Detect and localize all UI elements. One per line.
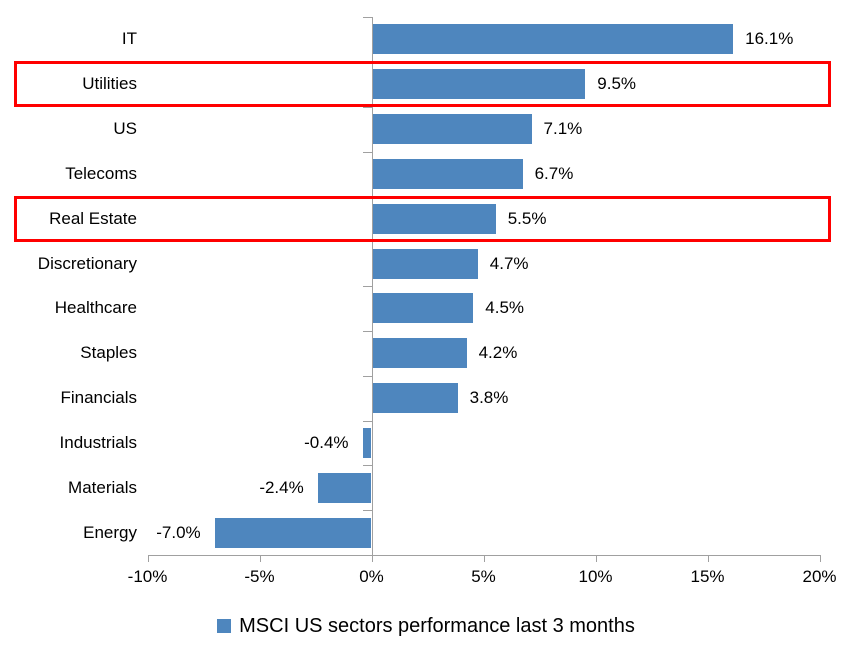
- x-tick-label: 15%: [690, 567, 725, 586]
- x-tick-label: -10%: [127, 567, 168, 586]
- legend-marker-square: [217, 619, 232, 633]
- highlight-box-real-estate: [14, 195, 831, 242]
- x-tick-label: -5%: [244, 567, 275, 586]
- highlight-box-utilities: [14, 61, 831, 108]
- category-label: US: [113, 119, 137, 139]
- category-label: Staples: [80, 343, 137, 363]
- value-label: 4.7%: [489, 253, 529, 273]
- x-tick-mark: [147, 555, 149, 562]
- value-label: 16.1%: [745, 29, 794, 49]
- bar: [317, 472, 372, 503]
- legend: MSCI US sectors performance last 3 month…: [0, 611, 852, 641]
- category-label: Materials: [68, 477, 137, 497]
- x-tick-mark: [707, 555, 709, 562]
- value-label: 5.5%: [507, 208, 547, 228]
- bar: [372, 24, 734, 55]
- bar: [372, 248, 478, 279]
- bar: [372, 338, 467, 369]
- category-label: Energy: [83, 522, 137, 542]
- legend-label: MSCI US sectors performance last 3 month…: [239, 614, 635, 637]
- category-tick-mark: [362, 151, 372, 153]
- x-tick-label: 0%: [359, 567, 384, 586]
- category-label: Telecoms: [65, 163, 137, 183]
- category-label: IT: [121, 29, 137, 49]
- category-label: Industrials: [59, 432, 137, 452]
- category-tick-mark: [362, 330, 372, 332]
- bar: [372, 203, 496, 234]
- category-label: Discretionary: [37, 253, 137, 273]
- x-tick-mark: [259, 555, 261, 562]
- bar: [214, 517, 372, 548]
- category-tick-mark: [362, 375, 372, 377]
- category-tick-mark: [362, 17, 372, 18]
- category-label: Real Estate: [49, 208, 137, 228]
- value-label: 4.2%: [478, 343, 518, 363]
- category-label: Healthcare: [54, 298, 137, 318]
- x-tick-mark: [371, 555, 373, 562]
- value-label: 6.7%: [534, 163, 574, 183]
- bar: [372, 69, 586, 100]
- bar: [372, 293, 474, 324]
- category-tick-mark: [362, 510, 372, 512]
- x-tick-label: 10%: [578, 567, 613, 586]
- category-label: Utilities: [82, 74, 137, 94]
- value-label: -7.0%: [156, 522, 201, 542]
- value-label: 3.8%: [469, 388, 509, 408]
- bar: [372, 114, 532, 145]
- x-tick-mark: [483, 555, 485, 562]
- x-tick-mark: [819, 555, 821, 562]
- value-label: -0.4%: [304, 432, 349, 452]
- category-label: Financials: [60, 388, 137, 408]
- value-label: 7.1%: [543, 119, 583, 139]
- category-tick-mark: [362, 465, 372, 467]
- category-tick-mark: [362, 286, 372, 287]
- x-tick-label: 5%: [471, 567, 496, 586]
- bar: [372, 158, 523, 189]
- bar: [372, 383, 458, 414]
- bar: [362, 427, 372, 458]
- value-label: 9.5%: [597, 74, 637, 94]
- x-tick-label: 20%: [802, 567, 837, 586]
- value-label: -2.4%: [259, 477, 304, 497]
- category-tick-mark: [362, 420, 372, 422]
- value-label: 4.5%: [485, 298, 525, 318]
- value-axis-line: [371, 17, 373, 555]
- x-tick-mark: [595, 555, 597, 562]
